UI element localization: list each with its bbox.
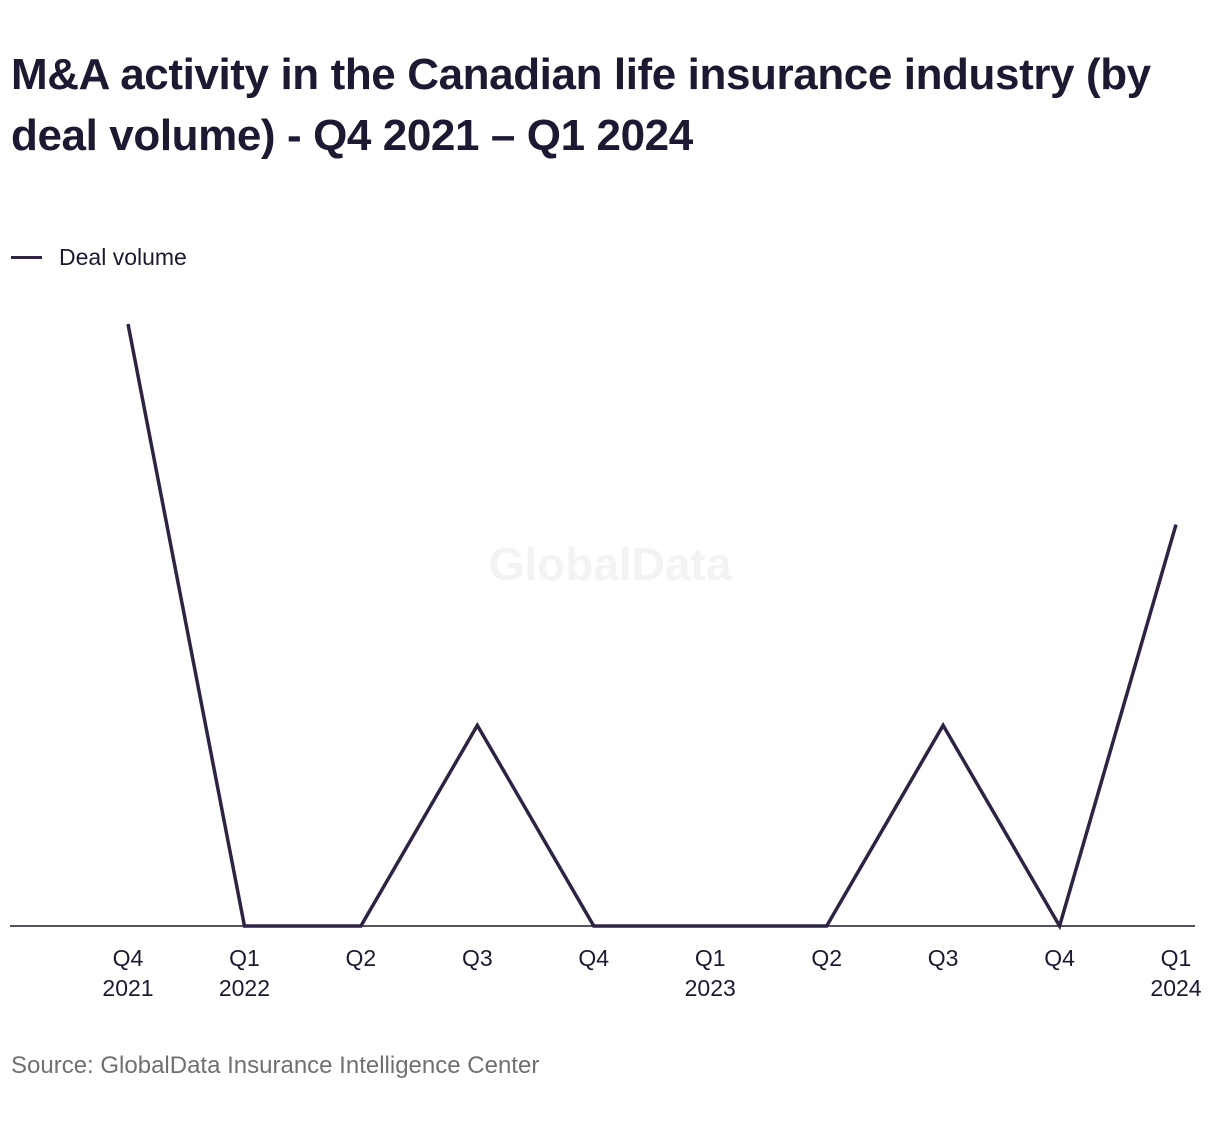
data-point [1174, 523, 1178, 527]
data-point [475, 723, 479, 727]
legend-swatch-deal-volume [11, 255, 42, 259]
x-tick-label: Q1 2022 [219, 945, 270, 1001]
data-point [592, 924, 596, 928]
data-point [359, 924, 363, 928]
chart-title: M&A activity in the Canadian life insura… [11, 50, 1151, 160]
x-tick-label: Q4 [578, 945, 609, 971]
x-tick-labels: Q4 2021 Q1 2022 Q2 Q3 Q4 Q1 2023 Q2 Q3 Q4 Q1 2024 [102, 945, 1201, 1001]
x-tick-label: Q2 [346, 945, 377, 971]
plot-area [126, 322, 1178, 931]
legend-label-deal-volume: Deal volume [59, 243, 187, 270]
x-tick-label: Q2 [811, 945, 842, 971]
data-point [941, 723, 945, 727]
x-tick-label: Q1 2023 [685, 945, 736, 1001]
data-point [1058, 924, 1062, 928]
watermark-text: GlobalData [489, 538, 732, 590]
data-point [708, 924, 712, 928]
data-point [242, 924, 246, 928]
x-tick-label: Q4 2021 [102, 945, 153, 1001]
legend: Deal volume [11, 241, 187, 273]
x-tick-label: Q3 [928, 945, 959, 971]
x-tick-label: Q3 [462, 945, 493, 971]
series-line-deal-volume [126, 323, 1178, 931]
data-point [825, 924, 829, 928]
x-tick-label: Q1 2024 [1150, 945, 1201, 1001]
source-note: Source: GlobalData Insurance Intelligenc… [11, 1052, 540, 1079]
data-point [126, 322, 130, 326]
x-tick-label: Q4 [1044, 945, 1075, 971]
